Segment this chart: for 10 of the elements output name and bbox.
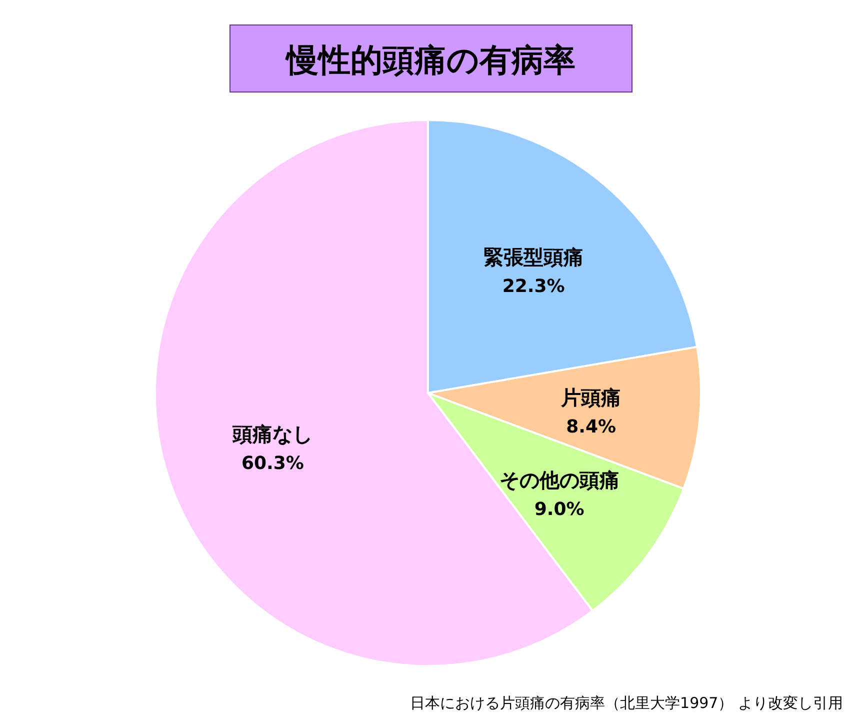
data-label: 9.0% — [534, 498, 584, 520]
slice-label: 片頭痛 — [560, 385, 622, 410]
data-label: 8.4% — [566, 416, 616, 438]
slice-label: 緊張型頭痛 — [484, 244, 584, 269]
data-label: 60.3% — [241, 453, 304, 474]
data-label: 22.3% — [502, 276, 565, 297]
chart-title: 慢性的頭痛の有病率 — [284, 41, 576, 79]
slice-label: 頭痛なし — [232, 422, 313, 446]
text: 日本における片頭痛の有病率（北里大学1997） より改変し引用 — [410, 694, 843, 712]
slice-label: その他の頭痛 — [499, 468, 620, 492]
